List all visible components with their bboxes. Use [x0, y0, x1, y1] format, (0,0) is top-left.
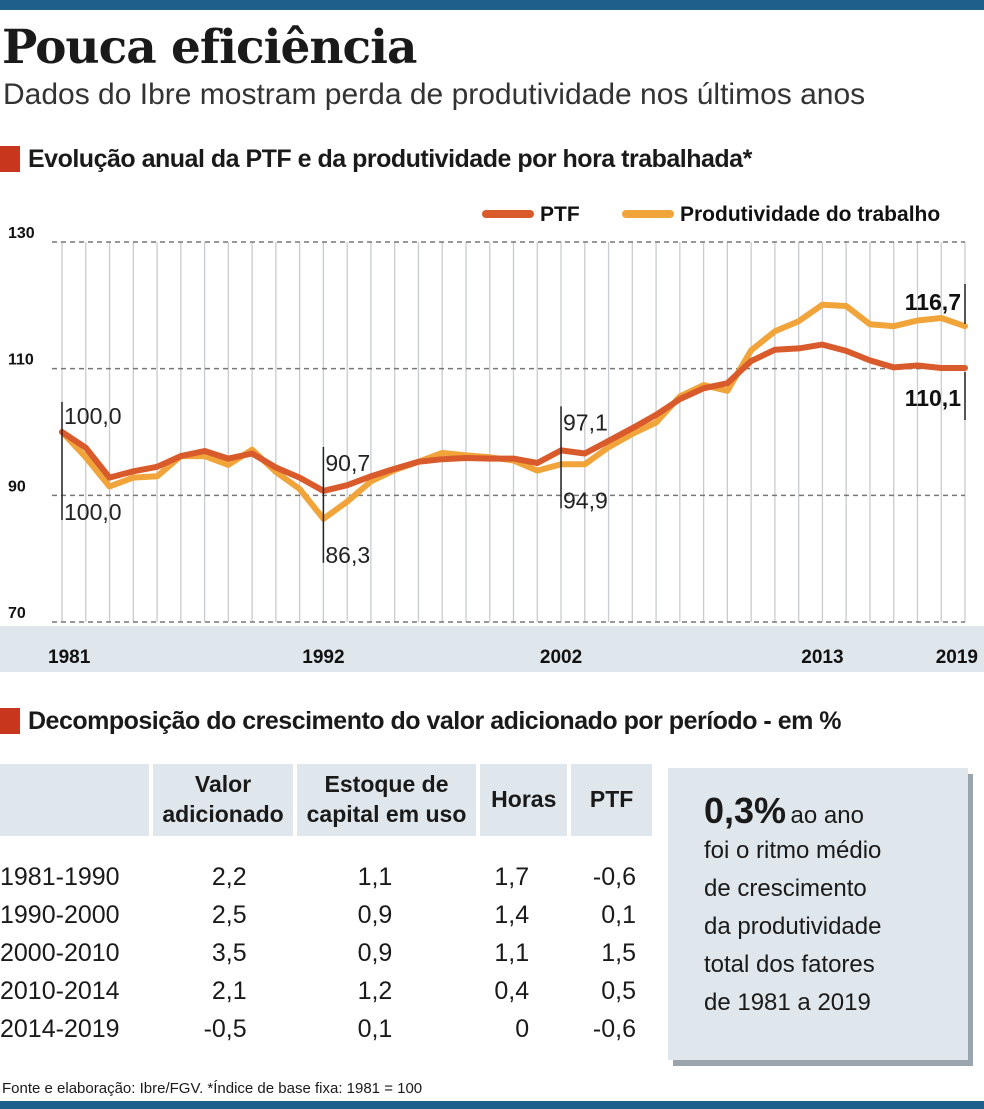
table-section-title: Decomposição do crescimento do valor adi…	[28, 706, 842, 735]
table-cell-period: 1990-2000	[0, 900, 120, 929]
header-estoque-capital: Estoque de capital em uso	[296, 764, 477, 836]
table-cell: 2,5	[211, 900, 247, 929]
table-cell: 0,9	[357, 900, 393, 929]
table-cell: 2,1	[211, 976, 247, 1005]
chart-grid	[52, 241, 966, 623]
table-row: 2014-2019 -0,5 0,1 0 -0,6	[0, 1010, 652, 1048]
table-row: 2000-2010 3,5 0,9 1,1 1,5	[0, 934, 652, 972]
annotation-label: 100,0	[64, 403, 122, 429]
legend-label: PTF	[540, 203, 580, 226]
source-note: Fonte e elaboração: Ibre/FGV. *Índice de…	[2, 1080, 423, 1097]
series-line-ptf	[59, 341, 968, 494]
table-cell: 1,2	[357, 976, 393, 1005]
highlight-line: da produtividade	[704, 913, 882, 940]
table-cell-period: 2014-2019	[0, 1014, 120, 1043]
table-cell-period: 1981-1990	[0, 862, 120, 891]
chart-annotations: 100,0 100,0 90,7 86,3 97,1 94,9 116,7 110,1	[61, 284, 966, 568]
header-ptf: PTF	[571, 764, 652, 836]
annotation-label: 97,1	[563, 409, 608, 435]
y-tick-label: 110	[8, 352, 34, 369]
highlight-line: foi o ritmo médio	[704, 837, 882, 864]
chart-axes: 70 90 110 130 1981 1992 2002 2013 2019	[0, 225, 984, 672]
table-row: 1990-2000 2,5 0,9 1,4 0,1	[0, 896, 652, 934]
chart-section-header: Evolução anual da PTF e da produtividade…	[0, 146, 752, 172]
chart-legend: PTF Produtividade do trabalho	[482, 203, 940, 226]
table-cell: -0,6	[592, 862, 636, 891]
highlight-line: de crescimento	[704, 875, 867, 902]
highlight-lead: ao ano	[790, 802, 864, 829]
table-cell: -0,6	[592, 1014, 636, 1043]
table-cell: 0,4	[494, 976, 530, 1005]
x-axis-band	[0, 626, 984, 672]
table-cell: 0,1	[601, 900, 636, 929]
y-tick-label: 130	[8, 225, 35, 242]
annotation-label: 86,3	[325, 542, 370, 568]
chart-series	[59, 301, 968, 522]
highlight-line: de 1981 a 2019	[704, 989, 871, 1016]
table-row: 2010-2014 2,1 1,2 0,4 0,5	[0, 972, 652, 1010]
x-tick-label: 2019	[936, 647, 978, 668]
table-section-header: Decomposição do crescimento do valor adi…	[0, 706, 842, 735]
table-header-row: Valor adicionado Estoque de capital em u…	[0, 764, 652, 836]
table-cell: 0,5	[601, 976, 636, 1005]
x-tick-label: 1981	[48, 647, 91, 668]
chart-section-title: Evolução anual da PTF e da produtividade…	[28, 144, 752, 173]
decomposition-table: Valor adicionado Estoque de capital em u…	[0, 764, 652, 1048]
table-row: 1981-1990 2,2 1,1 1,7 -0,6	[0, 858, 652, 896]
page-title: Pouca eficiência	[2, 20, 417, 75]
table-cell: 1,1	[357, 862, 393, 891]
table-cell: 3,5	[211, 938, 247, 967]
page-subtitle: Dados do Ibre mostram perda de produtivi…	[3, 78, 866, 111]
y-tick-label: 90	[8, 478, 26, 495]
top-bar	[0, 0, 984, 10]
annotation-label: 116,7	[905, 289, 961, 315]
annotation-label: 94,9	[563, 487, 608, 513]
section-marker-icon	[0, 146, 20, 172]
table-cell: 0	[515, 1014, 530, 1043]
header-valor-adicionado: Valor adicionado	[153, 764, 293, 836]
x-tick-label: 1992	[302, 647, 344, 668]
highlight-line: total dos fatores	[704, 951, 875, 978]
y-tick-label: 70	[8, 605, 26, 622]
table-cell-period: 2010-2014	[0, 976, 120, 1005]
table-cell-period: 2000-2010	[0, 938, 120, 967]
header-period	[0, 764, 150, 836]
bottom-bar	[0, 1101, 984, 1109]
table-cell: 0,1	[357, 1014, 393, 1043]
header-horas: Horas	[480, 764, 568, 836]
highlight-box: 0,3% ao ano foi o ritmo médio de crescim…	[668, 768, 968, 1060]
table-cell: 0,9	[357, 938, 393, 967]
section-marker-icon	[0, 708, 20, 734]
table-cell: 2,2	[211, 862, 247, 891]
annotation-label: 90,7	[325, 450, 370, 476]
table-cell: 1,7	[494, 862, 530, 891]
legend-label: Produtividade do trabalho	[680, 203, 940, 226]
annotation-label: 110,1	[905, 385, 961, 411]
highlight-value: 0,3%	[704, 790, 787, 831]
table-cell: -0,5	[203, 1014, 247, 1043]
x-tick-label: 2002	[540, 647, 582, 668]
table-cell: 1,4	[494, 900, 530, 929]
table-cell: 1,5	[601, 938, 636, 967]
x-tick-label: 2013	[801, 647, 843, 668]
table-cell: 1,1	[494, 938, 530, 967]
annotation-label: 100,0	[64, 499, 122, 525]
